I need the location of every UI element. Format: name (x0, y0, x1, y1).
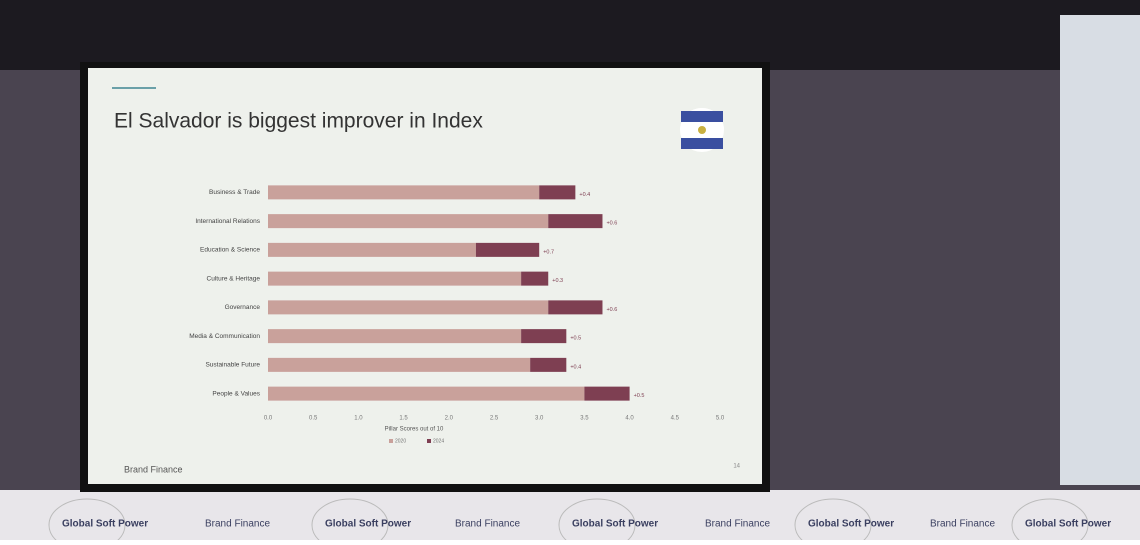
data-label: +0.6 (606, 221, 617, 227)
x-tick-label: 2.0 (445, 416, 454, 422)
bar (268, 242, 476, 257)
x-tick-label: 0.5 (309, 416, 318, 422)
flag-stripe (681, 138, 723, 149)
banner-ring (311, 498, 389, 545)
y-tick-label: Media & Communication (189, 333, 260, 340)
x-axis-label: Pillar Scores out of 10 (385, 427, 444, 433)
banner-ring (48, 498, 126, 545)
data-label: +0.7 (543, 249, 554, 255)
banner-text: Brand Finance (205, 519, 270, 530)
page-number: 14 (733, 464, 740, 470)
y-tick-label: Governance (225, 304, 261, 311)
banner-text: Global Soft Power (808, 519, 894, 530)
y-tick-label: Education & Science (200, 247, 260, 254)
banner-text: Brand Finance (930, 519, 995, 530)
legend-swatch (389, 439, 393, 443)
x-tick-label: 5.0 (716, 416, 725, 422)
bar (548, 214, 603, 229)
x-tick-label: 1.5 (399, 416, 408, 422)
data-label: +0.5 (634, 393, 645, 399)
banner-ring (1011, 498, 1089, 545)
chart-title: El Salvador is biggest improver in Index (114, 110, 483, 133)
y-tick-label: Business & Trade (209, 189, 260, 196)
bar (268, 386, 585, 401)
data-label: +0.3 (552, 278, 563, 284)
y-tick-label: Sustainable Future (205, 362, 260, 369)
x-tick-label: 3.0 (535, 416, 544, 422)
bar (268, 329, 522, 344)
banner-text: Global Soft Power (325, 519, 411, 530)
banner-ring (558, 498, 636, 545)
side-screen (1060, 15, 1140, 485)
bar (548, 300, 603, 315)
x-tick-label: 4.0 (625, 416, 634, 422)
bar (521, 271, 549, 286)
legend-swatch (427, 439, 431, 443)
bar (475, 242, 540, 257)
truss (0, 0, 1140, 70)
banner-text: Brand Finance (455, 519, 520, 530)
flag-stripe (681, 111, 723, 122)
x-tick-label: 1.0 (354, 416, 363, 422)
legend-label: 2020 (395, 438, 406, 444)
footer: Brand Finance (124, 464, 183, 474)
bar (268, 300, 549, 315)
stage-front (0, 490, 1140, 540)
data-label: +0.4 (570, 364, 581, 370)
bar (539, 185, 576, 200)
y-tick-label: Culture & Heritage (207, 275, 261, 282)
y-tick-label: International Relations (195, 218, 260, 225)
bar (530, 357, 567, 372)
data-label: +0.6 (606, 307, 617, 313)
banner-text: Global Soft Power (1025, 519, 1111, 530)
x-tick-label: 2.5 (490, 416, 499, 422)
flag-emblem (698, 126, 706, 134)
bar (268, 185, 540, 200)
banner-text: Global Soft Power (572, 519, 658, 530)
bar (521, 329, 567, 344)
x-tick-label: 3.5 (580, 416, 589, 422)
banner-text: Global Soft Power (62, 519, 148, 530)
bar (268, 214, 549, 229)
y-tick-label: People & Values (212, 390, 260, 397)
legend-label: 2024 (433, 438, 444, 444)
bar (584, 386, 630, 401)
x-tick-label: 4.5 (671, 416, 680, 422)
banner-ring (794, 498, 872, 545)
data-label: +0.4 (579, 192, 590, 198)
bar (268, 271, 522, 286)
banner-text: Brand Finance (705, 519, 770, 530)
x-tick-label: 0.0 (264, 416, 273, 422)
data-label: +0.5 (570, 336, 581, 342)
bar (268, 357, 531, 372)
